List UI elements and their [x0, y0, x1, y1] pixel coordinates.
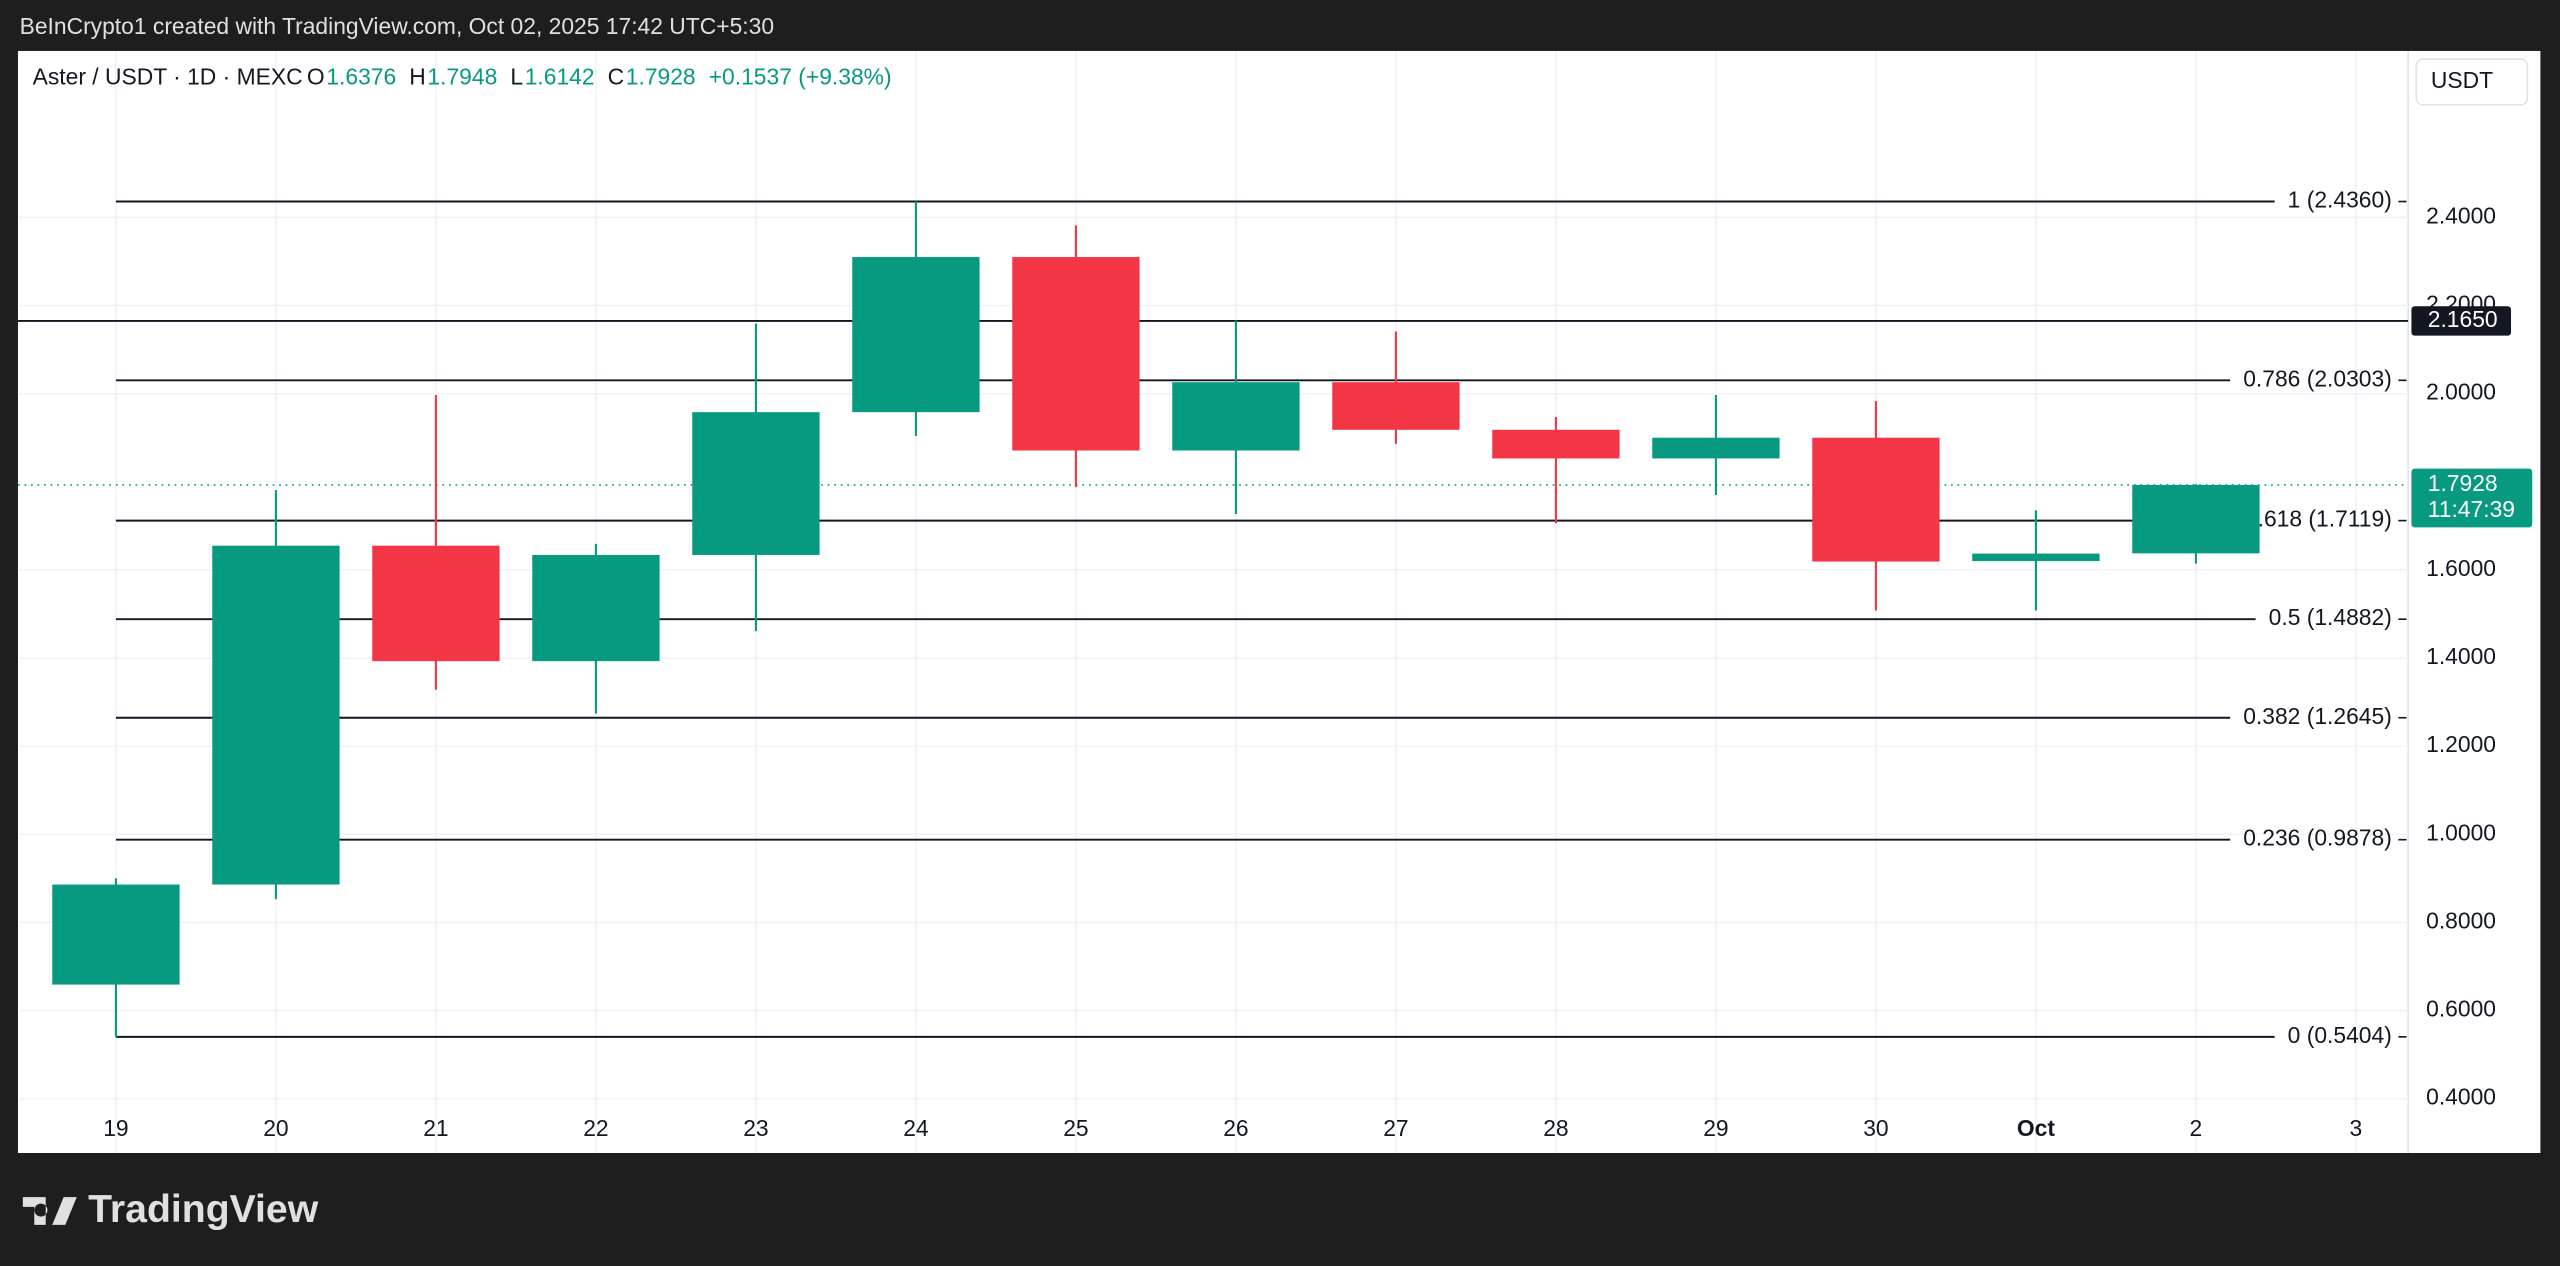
y-tick-label: 1.4000: [2426, 643, 2496, 669]
attribution: BeInCrypto1 created with TradingView.com…: [20, 13, 774, 39]
x-tick-label: 21: [423, 1115, 448, 1141]
y-tick-label: 1.2000: [2426, 731, 2496, 757]
countdown-label: 11:47:39: [2428, 496, 2515, 522]
candle-body: [1492, 429, 1620, 459]
candle-body: [852, 257, 980, 413]
ohlc-key: L: [510, 64, 523, 90]
fib-label: 0.236 (0.9878): [2243, 825, 2392, 851]
y-tick-label: 0.4000: [2426, 1084, 2496, 1110]
x-tick-label: 3: [2350, 1115, 2363, 1141]
candle-body: [1652, 437, 1780, 459]
x-tick-label: 19: [103, 1115, 128, 1141]
ohlc-value: 1.6142: [525, 64, 595, 90]
last-price-label: 1.7928: [2428, 470, 2498, 496]
candle-body: [52, 884, 180, 985]
ohlc-key: O: [307, 64, 325, 90]
logo-icon: [22, 1197, 77, 1225]
x-tick-label: 22: [583, 1115, 608, 1141]
x-tick-label: 27: [1383, 1115, 1408, 1141]
x-tick-label: Oct: [2017, 1115, 2055, 1141]
y-tick-label: 0.8000: [2426, 907, 2496, 933]
x-tick-label: 24: [903, 1115, 929, 1141]
ohlc-key: H: [409, 64, 426, 90]
x-tick-label: 29: [1703, 1115, 1728, 1141]
axis-labels: 0.4000 0.6000 0.8000 1.0000 1.2000 1.4000 1.60…: [103, 202, 2533, 1141]
candle-body: [1172, 382, 1300, 451]
ohlc-value: 1.7948: [427, 64, 497, 90]
x-tick-label: 30: [1863, 1115, 1888, 1141]
candle-body: [372, 545, 500, 662]
currency-label[interactable]: USDT: [2431, 67, 2493, 93]
candle-body: [2132, 484, 2260, 554]
price-line-label: 2.1650: [2428, 306, 2498, 332]
x-tick-label: 25: [1063, 1115, 1088, 1141]
candle-body: [1012, 257, 1140, 451]
fib-label: 0.5 (1.4882): [2269, 604, 2392, 630]
ohlc-legend: O 1.6376 H 1.7948 L 1.6142 C 1.7928 +0.1537 (+9.…: [307, 64, 892, 90]
x-tick-label: 2: [2190, 1115, 2203, 1141]
y-tick-label: 2.4000: [2426, 202, 2496, 228]
y-tick-label: 0.6000: [2426, 996, 2496, 1022]
candle-body: [692, 412, 820, 555]
y-tick-label: 1.0000: [2426, 819, 2496, 845]
ohlc-value: 1.6376: [326, 64, 396, 90]
ohlc-change: +0.1537 (+9.38%): [709, 64, 892, 90]
fib-label: 0.618 (1.7119): [2245, 506, 2392, 532]
grid: [17, 50, 2409, 1153]
candles: [52, 201, 2260, 1037]
x-tick-label: 26: [1223, 1115, 1248, 1141]
x-tick-label: 20: [263, 1115, 288, 1141]
y-tick-label: 2.0000: [2426, 379, 2496, 405]
brand-logo: TradingView: [22, 1188, 319, 1231]
candle-body: [1332, 382, 1460, 430]
ohlc-key: C: [608, 64, 625, 90]
candle-body: [212, 545, 340, 885]
candle-body: [532, 554, 660, 662]
fib-label: 0.786 (2.0303): [2243, 365, 2392, 391]
x-tick-label: 28: [1543, 1115, 1568, 1141]
y-tick-label: 1.6000: [2426, 555, 2496, 581]
brand-text: TradingView: [88, 1188, 319, 1231]
candle-body: [1972, 553, 2100, 562]
last-price-tag: [2411, 468, 2533, 528]
fib-label: 0.382 (1.2645): [2243, 703, 2392, 729]
currency-button[interactable]: [2415, 58, 2529, 106]
chart-title: Aster / USDT · 1D · MEXC: [33, 64, 303, 90]
ohlc-value: 1.7928: [626, 64, 696, 90]
fib-label: 0 (0.5404): [2288, 1022, 2392, 1048]
fib-label: 1 (2.4360): [2288, 187, 2392, 213]
candle-body: [1812, 437, 1940, 562]
x-tick-label: 23: [743, 1115, 768, 1141]
price-line-tag: [2411, 306, 2512, 336]
